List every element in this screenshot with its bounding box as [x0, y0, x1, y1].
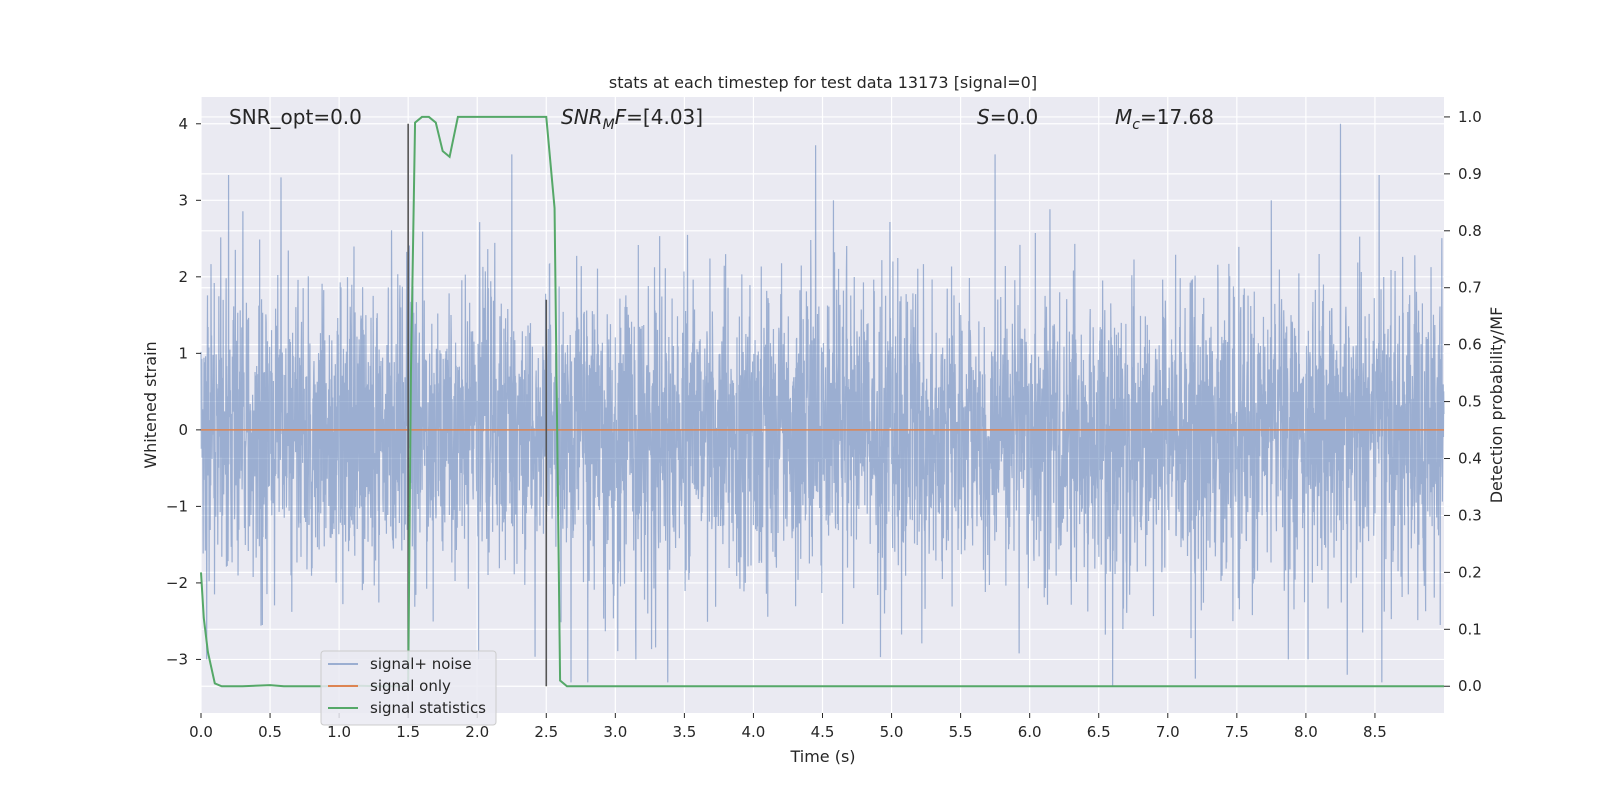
- legend-box: [320, 650, 497, 726]
- y-axis-ticks: −3 −2 −1 0 1 2 3 4: [166, 115, 201, 668]
- x-tick-label: 6.5: [1087, 723, 1111, 741]
- x-tick-label: 2.5: [534, 723, 558, 741]
- y2-tick-label: 0.2: [1458, 563, 1482, 581]
- annotation-mc: Mc=17.68: [1115, 105, 1214, 133]
- x-tick-label: 2.0: [465, 723, 489, 741]
- y2-axis-ticks: 0.0 0.1 0.2 0.3 0.4 0.5 0.6 0.7 0.8 0.9 1.0: [1444, 108, 1482, 695]
- y-tick-label: 3: [178, 191, 188, 209]
- signal-statistics-line: [200, 115, 1444, 688]
- x-tick-label: 6.0: [1018, 723, 1042, 741]
- chart-title: stats at each timestep for test data 131…: [609, 73, 1037, 92]
- x-tick-label: 0.5: [258, 723, 282, 741]
- x-tick-label: 0.0: [189, 723, 213, 741]
- x-tick-label: 8.0: [1294, 723, 1318, 741]
- series-lines: [200, 115, 1444, 688]
- x-tick-label: 1.0: [327, 723, 351, 741]
- legend-label-signal-only: signal only: [370, 677, 451, 695]
- legend-label-signal-noise: signal+ noise: [370, 655, 472, 673]
- y2-tick-label: 0.5: [1458, 393, 1482, 411]
- x-tick-label: 7.0: [1156, 723, 1180, 741]
- y2-axis-label: Detection probability/MF: [1487, 307, 1506, 504]
- y-tick-label: 0: [178, 421, 188, 439]
- y-tick-label: −3: [166, 650, 188, 668]
- y2-tick-label: 0.9: [1458, 165, 1482, 183]
- legend-label-signal-statistics: signal statistics: [370, 699, 486, 717]
- y-tick-label: −2: [166, 574, 188, 592]
- x-tick-label: 5.5: [949, 723, 973, 741]
- y2-tick-label: 0.0: [1458, 677, 1482, 695]
- y-tick-label: −1: [166, 497, 188, 515]
- y2-tick-label: 0.4: [1458, 450, 1482, 468]
- x-tick-label: 5.0: [880, 723, 904, 741]
- x-tick-label: 4.0: [742, 723, 766, 741]
- y2-tick-label: 1.0: [1458, 108, 1482, 126]
- x-axis-ticks: 0.0 0.5 1.0 1.5 2.0 2.5 3.0 3.5 4.0 4.5 5.0 5.5 6.0 6…: [189, 713, 1387, 741]
- x-tick-label: 3.5: [672, 723, 696, 741]
- x-tick-label: 7.5: [1225, 723, 1249, 741]
- annotation-snr-mf: SNRMF=[4.03]: [561, 105, 703, 133]
- y2-tick-label: 0.7: [1458, 279, 1482, 297]
- x-axis-label: Time (s): [789, 747, 855, 766]
- y-tick-label: 2: [178, 268, 188, 286]
- y-tick-label: 1: [178, 344, 188, 362]
- legend: signal+ noise signal only signal statist…: [320, 650, 497, 726]
- y-tick-label: 4: [178, 115, 188, 133]
- y2-tick-label: 0.1: [1458, 620, 1482, 638]
- y2-tick-label: 0.3: [1458, 506, 1482, 524]
- x-tick-label: 8.5: [1363, 723, 1387, 741]
- x-tick-label: 4.5: [811, 723, 835, 741]
- y2-tick-label: 0.8: [1458, 222, 1482, 240]
- x-tick-label: 3.0: [603, 723, 627, 741]
- annotation-snr-opt: SNR_opt=0.0: [229, 105, 362, 129]
- x-tick-label: 1.5: [396, 723, 420, 741]
- annotation-s: S=0.0: [977, 105, 1038, 129]
- y-axis-label: Whitened strain: [141, 341, 160, 468]
- y2-tick-label: 0.6: [1458, 336, 1482, 354]
